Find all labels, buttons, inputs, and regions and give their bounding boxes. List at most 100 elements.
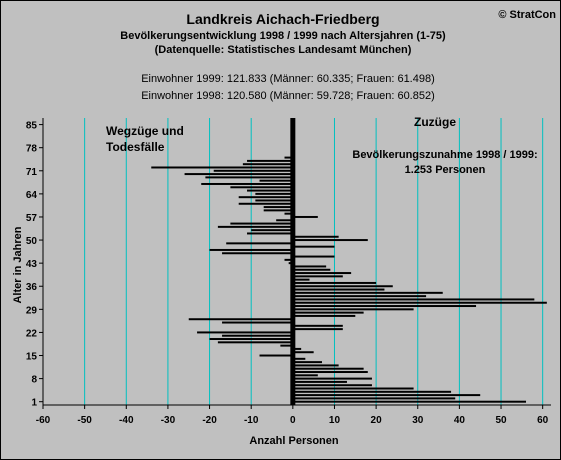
data-source: (Datenquelle: Statistisches Landesamt Mü… (155, 44, 412, 56)
bar-age-15 (259, 354, 293, 357)
y-tick-label: 71 (26, 167, 38, 178)
bar-age-61 (238, 202, 293, 205)
x-tick-label: -10 (244, 415, 259, 426)
x-tick-label: -30 (161, 415, 176, 426)
bar-age-11 (292, 367, 364, 370)
x-tick-label: 40 (454, 415, 466, 426)
bar-age-13 (292, 361, 322, 364)
bar-age-20 (209, 338, 293, 341)
bar-age-25 (222, 321, 293, 324)
bar-age-14 (292, 357, 306, 360)
bar-age-44 (284, 258, 293, 261)
zero-axis (290, 118, 296, 405)
bar-age-30 (292, 305, 477, 308)
bar-age-17 (292, 347, 302, 350)
bar-age-18 (280, 344, 293, 347)
inhabitants-1999: Einwohner 1999: 121.833 (Männer: 60.335;… (141, 73, 435, 85)
y-tick-label: 8 (31, 375, 37, 386)
bar-age-72 (151, 166, 293, 169)
y-tick-label: 29 (26, 305, 38, 316)
bar-age-54 (217, 225, 293, 228)
bars (151, 156, 547, 403)
x-tick-label: 60 (537, 415, 549, 426)
bar-age-2 (292, 397, 456, 400)
bar-age-58 (284, 212, 293, 215)
x-axis-title: Anzahl Personen (249, 435, 339, 447)
bar-age-71 (213, 169, 293, 172)
bar-age-62 (255, 199, 293, 202)
bar-age-26 (188, 318, 293, 321)
bar-age-40 (292, 272, 352, 275)
x-tick-label: -20 (202, 415, 217, 426)
bar-age-38 (292, 278, 310, 281)
bar-age-74 (247, 159, 293, 162)
bar-age-9 (292, 374, 318, 377)
x-tick-label: -40 (119, 415, 134, 426)
bar-age-35 (292, 288, 385, 291)
x-tick-label: 50 (495, 415, 507, 426)
bar-age-51 (292, 235, 339, 238)
bar-age-29 (292, 308, 414, 311)
bar-age-37 (292, 281, 377, 284)
bar-age-75 (284, 156, 293, 159)
bar-age-36 (292, 285, 393, 288)
y-tick-label: 57 (26, 213, 38, 224)
bar-age-39 (292, 275, 343, 278)
bar-age-55 (230, 222, 293, 225)
bar-age-6 (292, 384, 372, 387)
bar-age-63 (238, 196, 293, 199)
bar-age-65 (247, 189, 293, 192)
y-tick-label: 64 (26, 190, 38, 201)
bar-age-60 (263, 206, 293, 209)
bar-age-22 (197, 331, 293, 334)
bar-age-50 (292, 239, 368, 242)
bar-age-49 (226, 242, 293, 245)
bar-age-19 (217, 341, 293, 344)
y-tick-label: 78 (26, 144, 38, 155)
bar-age-70 (184, 173, 293, 176)
bar-age-66 (230, 186, 293, 189)
bar-age-57 (292, 215, 318, 218)
bar-age-46 (222, 252, 293, 255)
bar-age-24 (292, 324, 343, 327)
copyright-label: © StratCon (498, 9, 556, 21)
y-tick-labels: 1 8 15 22 29 36 43 50 57 64 71 78 85 (26, 121, 43, 409)
bar-age-21 (222, 334, 293, 337)
chart-title: Landkreis Aichach-Friedberg (186, 11, 379, 27)
x-tick-label: 0 (290, 415, 296, 426)
bar-age-8 (292, 377, 372, 380)
bar-age-1 (292, 400, 527, 403)
y-axis-title: Alter in Jahren (12, 226, 24, 303)
inhabitants-1998: Einwohner 1998: 120.580 (Männer: 59.728;… (141, 90, 435, 102)
bar-age-68 (259, 179, 293, 182)
y-tick-label: 43 (26, 259, 38, 270)
bar-age-67 (201, 182, 293, 185)
x-tick-label: 30 (412, 415, 424, 426)
bar-age-12 (292, 364, 339, 367)
y-tick-label: 36 (26, 282, 38, 293)
y-tick-label: 15 (26, 352, 38, 363)
bar-age-73 (242, 163, 293, 166)
bar-age-52 (247, 232, 293, 235)
bar-age-16 (292, 351, 314, 354)
bar-age-28 (292, 311, 364, 314)
bar-age-56 (276, 219, 293, 222)
bar-age-48 (292, 245, 335, 248)
outflow-label-line1: Wegzüge und (106, 124, 184, 138)
outflow-label-line2: Todesfälle (106, 140, 165, 154)
summary-line1: Bevölkerungszunahme 1998 / 1999: (352, 149, 537, 161)
bar-age-33 (292, 295, 427, 298)
bar-age-3 (292, 394, 481, 397)
bar-age-27 (292, 314, 356, 317)
bar-age-41 (292, 268, 331, 271)
bar-age-7 (292, 380, 347, 383)
bar-age-53 (251, 229, 293, 232)
bar-age-5 (292, 387, 414, 390)
bar-age-23 (292, 328, 343, 331)
x-tick-label: -60 (36, 415, 51, 426)
inflow-label: Zuzüge (414, 115, 456, 129)
bar-age-10 (292, 371, 368, 374)
bar-age-31 (292, 301, 547, 304)
